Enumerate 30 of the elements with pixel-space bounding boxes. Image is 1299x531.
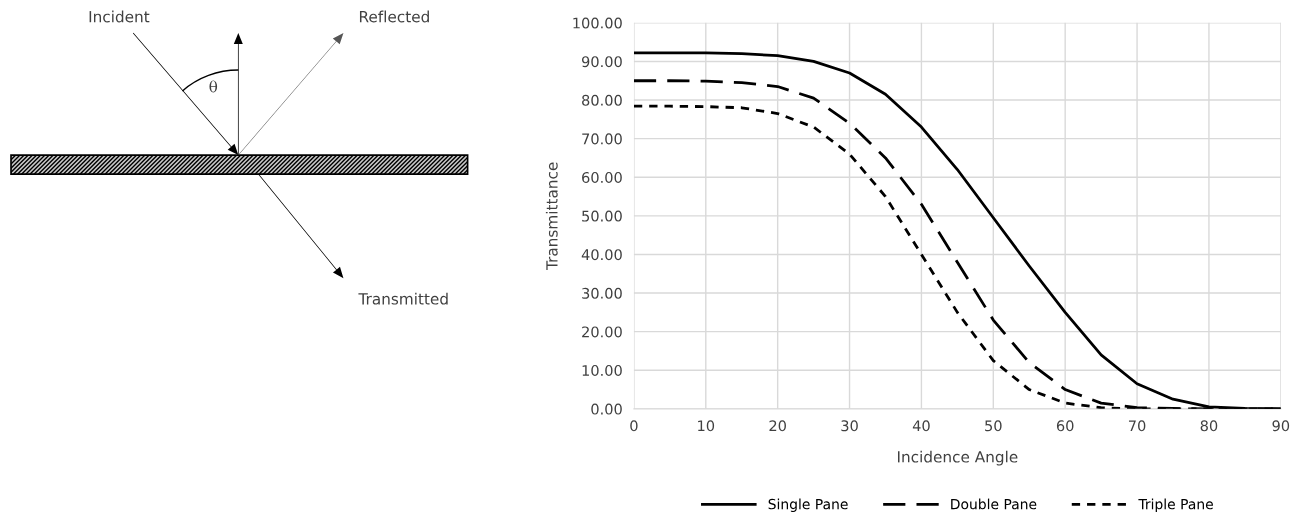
x-tick-label: 80 [1200, 420, 1218, 432]
y-tick-label: 20.00 [582, 326, 622, 338]
x-tick-label: 30 [841, 420, 858, 432]
y-tick-label: 40.00 [581, 249, 622, 261]
y-tick-label: 10.00 [582, 364, 622, 377]
x-tick-label: 50 [985, 420, 1002, 432]
legend-label: Single Pane [768, 498, 848, 513]
x-axis-title: Incidence Angle [897, 450, 1018, 466]
y-tick-label: 90.00 [581, 56, 622, 68]
x-tick-label: 60 [1056, 420, 1074, 432]
y-tick-label: 60.00 [582, 171, 622, 183]
legend-label: Double Pane [951, 498, 1037, 510]
x-tick-label: 10 [698, 420, 715, 432]
text: Transmitted [358, 292, 448, 305]
text: Incident [89, 10, 150, 23]
y-axis-title: Transmittance [545, 162, 558, 271]
y-tick-label: 50.00 [582, 210, 622, 222]
y-tick-label: 0.00 [591, 403, 622, 415]
y-tick-label: 70.00 [582, 133, 622, 145]
x-tick-label: 70 [1128, 420, 1146, 432]
x-tick-label: 40 [912, 420, 930, 432]
legend-label: Triple Pane [1138, 498, 1213, 513]
y-tick-label: 100.00 [573, 17, 622, 29]
text: Reflected [359, 10, 429, 23]
x-tick-label: 0 [630, 420, 638, 432]
text: θ [209, 80, 218, 93]
y-tick-label: 80.00 [582, 94, 622, 106]
x-tick-label: 20 [769, 420, 786, 432]
y-tick-label: 30.00 [582, 287, 622, 299]
x-tick-label: 90 [1272, 420, 1290, 432]
